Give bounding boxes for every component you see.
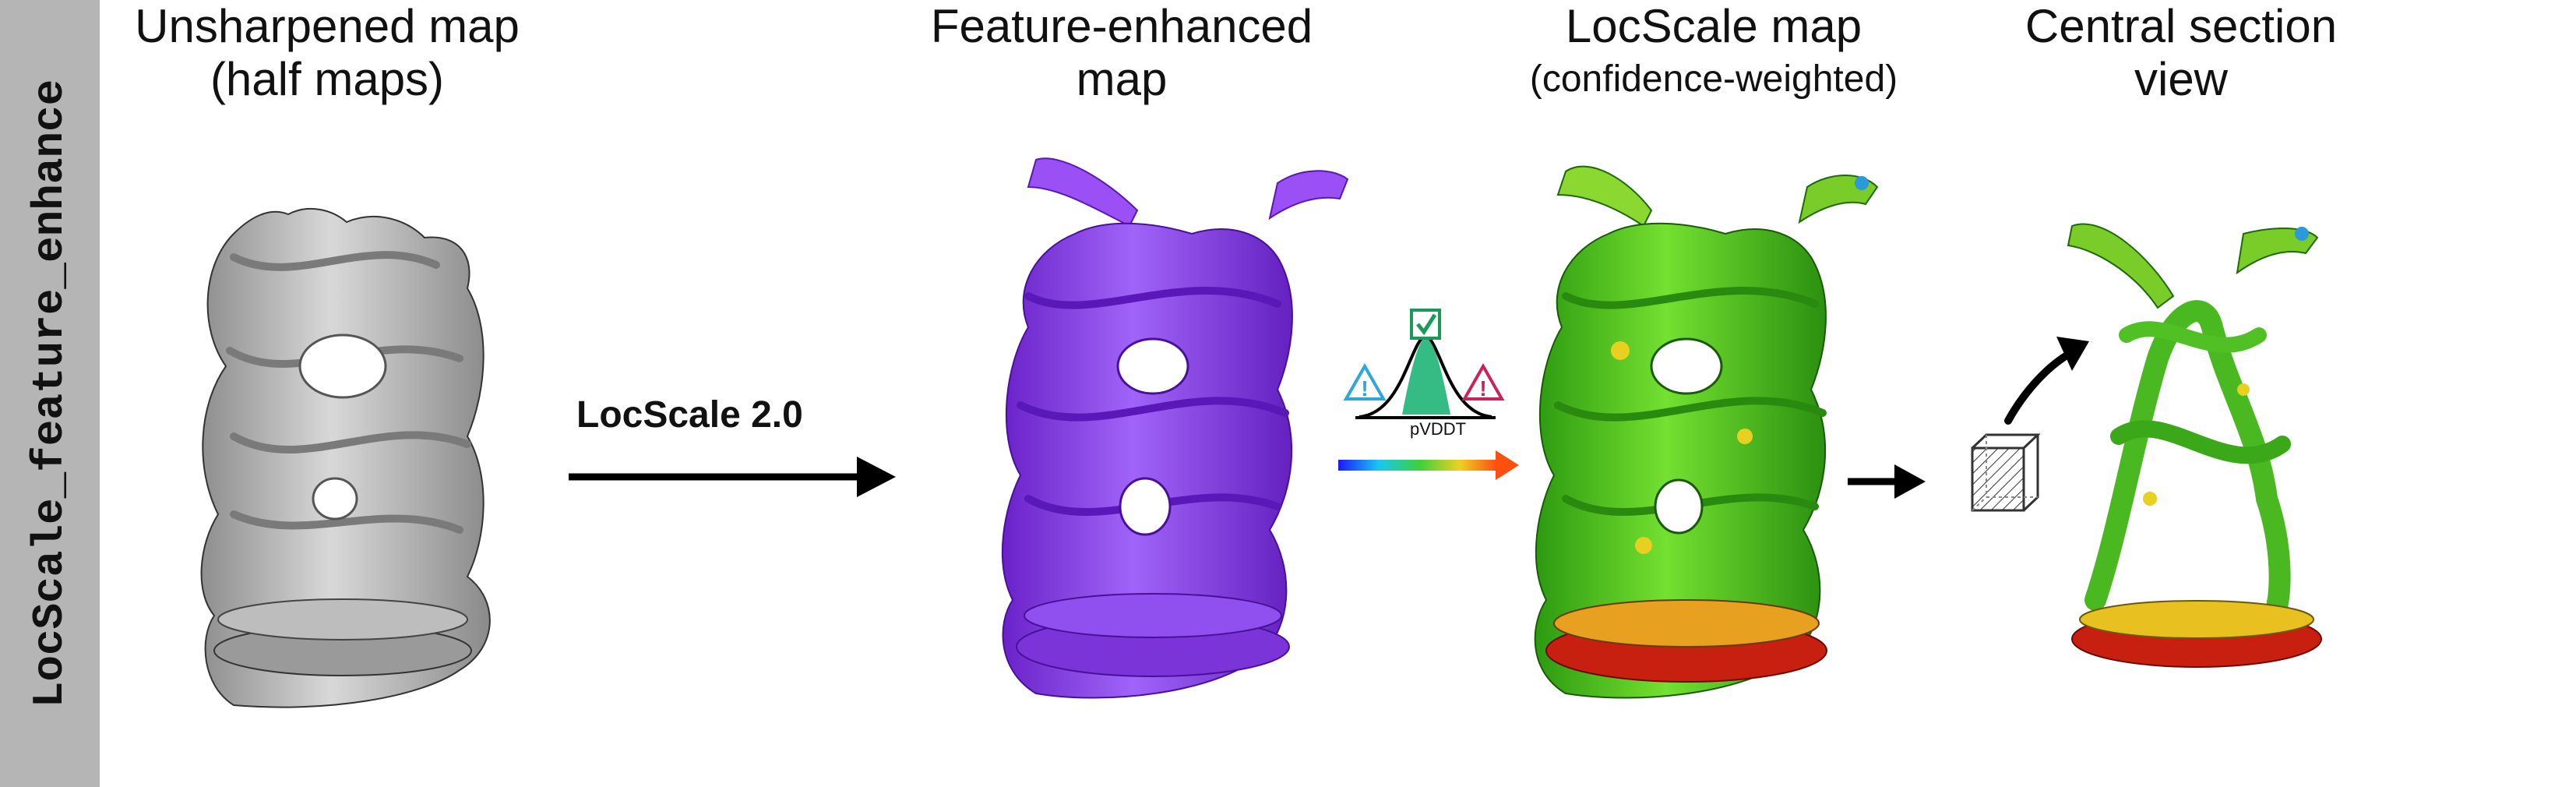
title-feature: Feature-enhanced map	[919, 0, 1324, 106]
locscale-arrow	[569, 457, 896, 497]
title-feature-line1: Feature-enhanced	[930, 0, 1313, 52]
title-central-line2: view	[2134, 53, 2229, 105]
cube-section-icon	[1971, 433, 2041, 512]
title-central-line1: Central section	[2025, 0, 2338, 52]
step-label: LocScale 2.0	[576, 394, 803, 436]
curved-arrow	[2004, 337, 2089, 425]
title-central: Central section view	[1994, 0, 2368, 106]
svg-text:!: !	[1479, 376, 1486, 401]
title-unsharpened-line2: (half maps)	[210, 53, 445, 105]
warning-red-icon: !	[1461, 362, 1505, 401]
confidence-gradient-bar	[1338, 460, 1500, 471]
sidebar: LocScale_feature_enhance	[0, 0, 100, 787]
svg-text:!: !	[1361, 376, 1368, 401]
central-section-image	[2067, 223, 2322, 668]
feature-enhanced-map-image	[1001, 157, 1349, 699]
title-feature-line2: map	[1076, 53, 1168, 105]
warning-blue-icon: !	[1343, 362, 1387, 401]
pvddt-label: pVDDT	[1410, 419, 1467, 439]
confidence-legend: ! !	[1338, 309, 1519, 480]
title-unsharpened: Unsharpened map (half maps)	[125, 0, 530, 106]
locscale-map-image	[1534, 165, 1879, 699]
title-locscale-line2: (confidence-weighted)	[1529, 58, 1898, 100]
title-locscale: LocScale map (confidence-weighted)	[1488, 0, 1940, 106]
title-locscale-line1: LocScale map	[1565, 0, 1862, 52]
title-unsharpened-line1: Unsharpened map	[135, 0, 520, 52]
checkmark-box-icon	[1410, 309, 1441, 340]
section-arrow	[1848, 464, 1926, 499]
unsharpened-map-image	[200, 208, 491, 708]
